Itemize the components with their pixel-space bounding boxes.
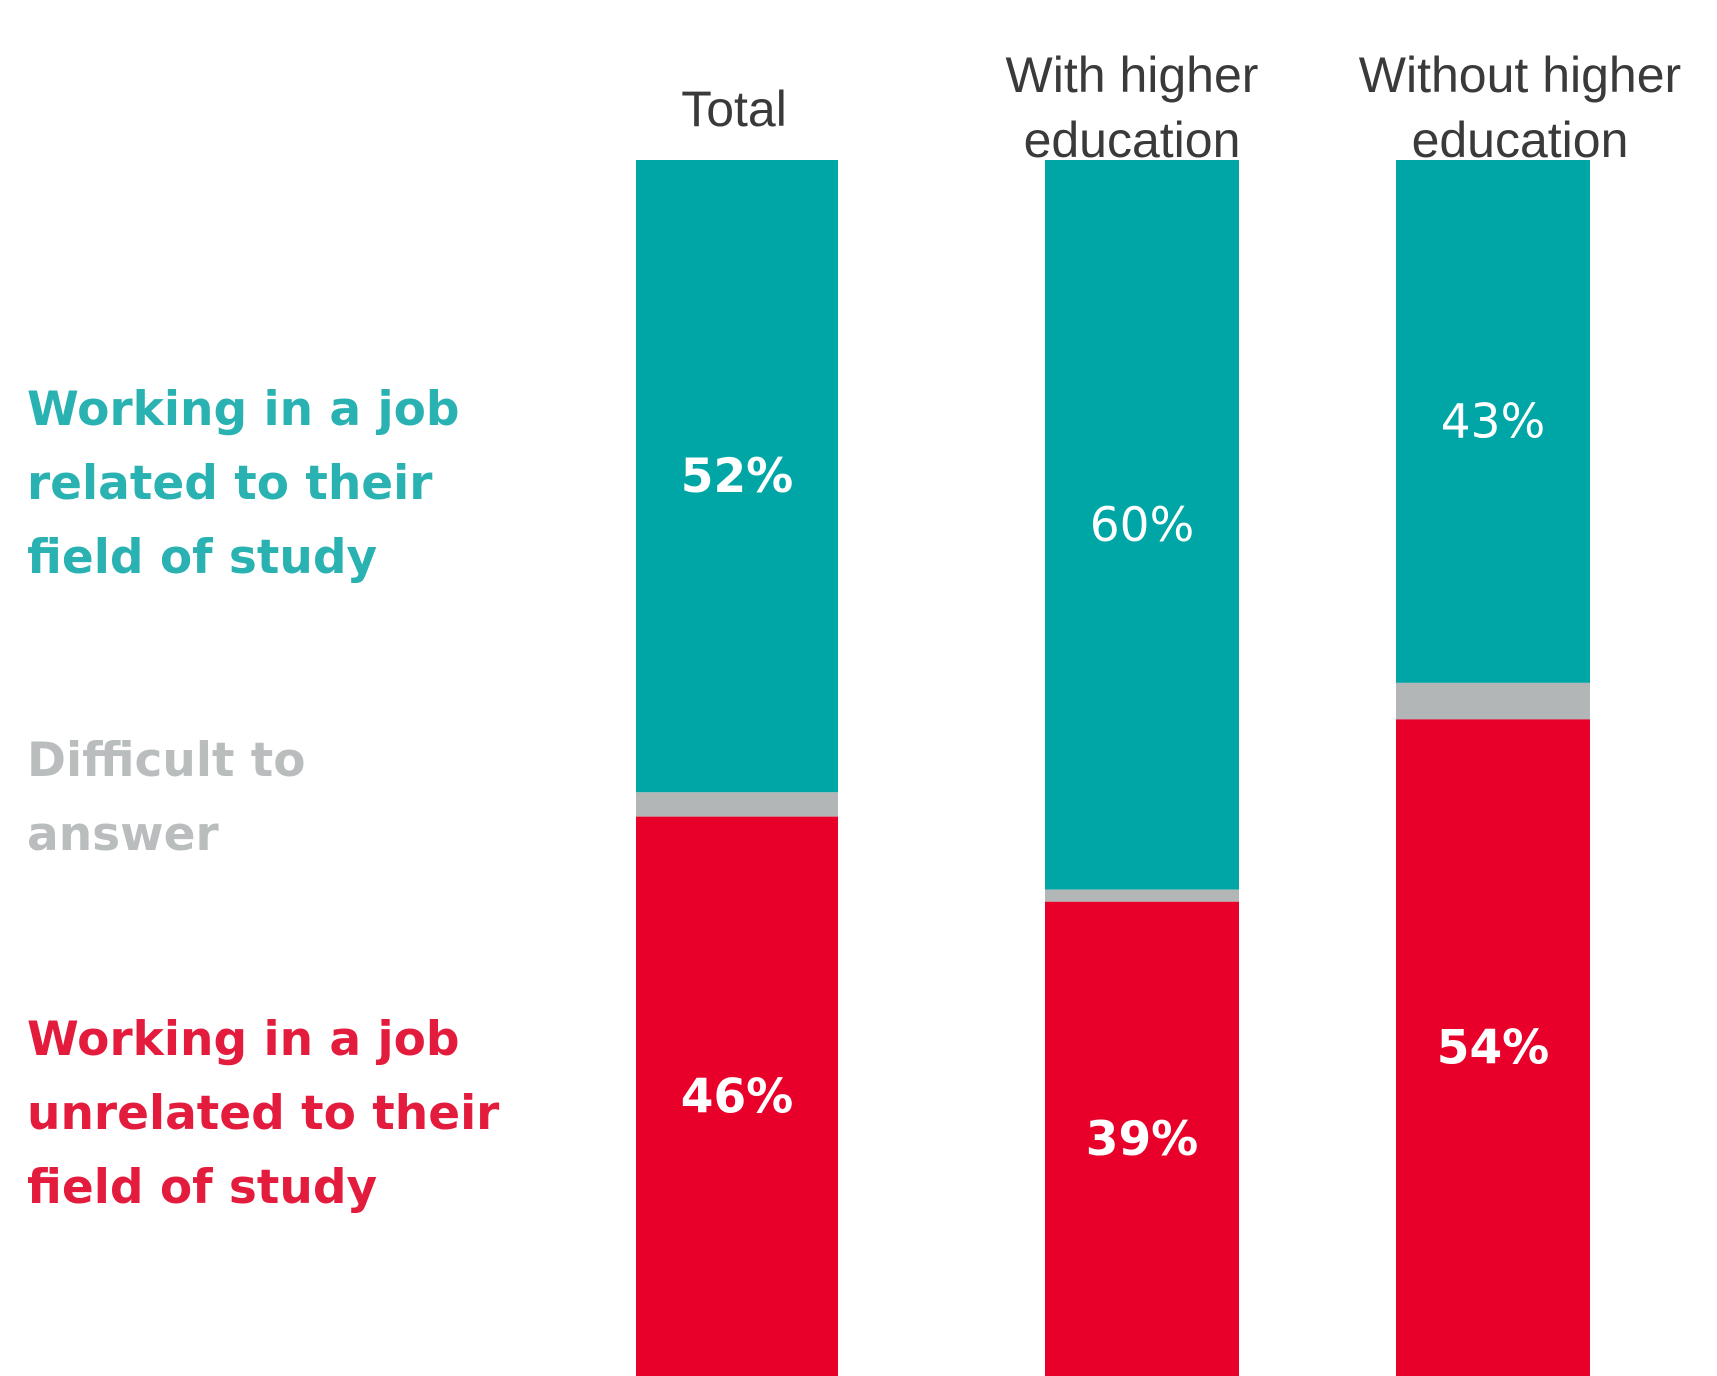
legend-entry-line: related to their	[27, 456, 433, 511]
category-label-line: Without higher	[1359, 47, 1681, 103]
category-label-line: With higher	[1006, 47, 1259, 103]
bar-segment-related	[636, 160, 838, 793]
category-label: With higher education	[1006, 47, 1259, 168]
bar-segment-related	[1396, 160, 1590, 683]
legend-entry-line: unrelated to their	[27, 1086, 500, 1141]
bar-segment-related	[1045, 160, 1239, 890]
bar-segment-unrelated	[1045, 901, 1239, 1376]
value-labels: 52% 46% 60% 39% 43% 54%	[681, 394, 1550, 1166]
bar-segment-difficult	[636, 792, 838, 817]
bar-segment-unrelated	[636, 816, 838, 1376]
value-label-related: 52%	[681, 449, 794, 504]
legend-entry-line: Working in a job	[27, 382, 460, 437]
legend-entry-line: answer	[27, 807, 219, 862]
legend-entry-difficult: Difficult to answer	[27, 733, 306, 862]
category-label-line: education	[1024, 112, 1241, 168]
category-labels: Total With higher education Without higher e…	[681, 47, 1681, 168]
value-label-related: 43%	[1441, 394, 1545, 449]
category-label: Without higher education	[1359, 47, 1681, 168]
category-label: Total	[681, 81, 787, 137]
legend-entry-line: Difficult to	[27, 733, 306, 788]
legend: Working in a job related to their field of…	[27, 382, 500, 1215]
value-label-unrelated: 46%	[681, 1069, 794, 1124]
value-label-related: 60%	[1090, 498, 1194, 553]
value-label-unrelated: 54%	[1437, 1021, 1550, 1076]
bar-segment-difficult	[1045, 889, 1239, 902]
value-label-unrelated: 39%	[1086, 1112, 1199, 1167]
bar-segment-unrelated	[1396, 719, 1590, 1376]
bars	[636, 160, 1590, 1376]
legend-entry-line: field of study	[27, 530, 377, 585]
legend-entry-related: Working in a job related to their field of…	[27, 382, 460, 585]
category-label-line: education	[1412, 112, 1629, 168]
legend-entry-unrelated: Working in a job unrelated to their field …	[27, 1012, 500, 1215]
bar-segment-difficult	[1396, 682, 1590, 720]
category-label-line: Total	[681, 81, 787, 137]
legend-entry-line: field of study	[27, 1160, 377, 1215]
legend-entry-line: Working in a job	[27, 1012, 460, 1067]
